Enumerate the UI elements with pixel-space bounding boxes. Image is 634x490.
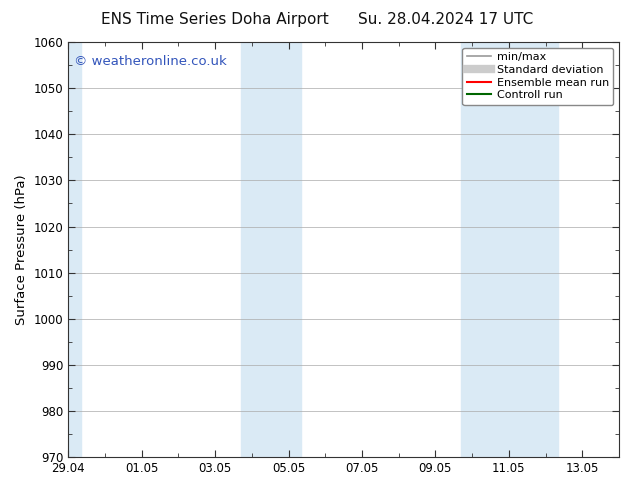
- Y-axis label: Surface Pressure (hPa): Surface Pressure (hPa): [15, 174, 28, 325]
- Legend: min/max, Standard deviation, Ensemble mean run, Controll run: min/max, Standard deviation, Ensemble me…: [462, 48, 614, 105]
- Bar: [461, 42, 559, 457]
- Bar: [241, 42, 301, 457]
- Bar: [65, 42, 81, 457]
- Text: ENS Time Series Doha Airport      Su. 28.04.2024 17 UTC: ENS Time Series Doha Airport Su. 28.04.2…: [101, 12, 533, 27]
- Text: © weatheronline.co.uk: © weatheronline.co.uk: [74, 54, 226, 68]
